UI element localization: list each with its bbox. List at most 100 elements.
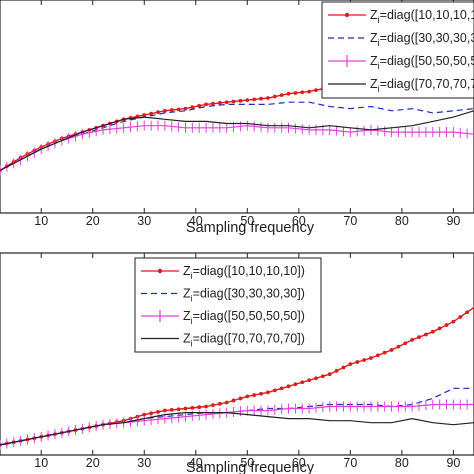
series-point-1: [341, 365, 346, 370]
series-point-1: [142, 113, 147, 117]
legend-label-2: Zi=diag([30,30,30,30]): [183, 287, 305, 304]
series-point-1: [266, 390, 270, 395]
series-point-1: [245, 98, 250, 103]
plot-top: 10 20 30 40 50 60 70 80 90 Sampling frequency Zi…: [0, 0, 474, 236]
series-point-1: [197, 103, 202, 108]
x-tick-label: 10: [34, 214, 48, 228]
x-tick-label: 30: [137, 456, 151, 470]
legend-box: [134, 257, 322, 353]
legend-label-3: Zi=diag([50,50,50,50]): [370, 54, 474, 71]
series-point-1: [375, 353, 380, 358]
series-point-1: [266, 96, 270, 100]
series-point-1: [348, 362, 353, 366]
series-point-1: [197, 405, 202, 410]
series-point-1: [231, 398, 236, 403]
series-point-1: [149, 411, 154, 416]
series-point-1: [410, 337, 415, 342]
series-point-1: [307, 378, 312, 383]
series-point-1: [314, 88, 318, 93]
series-point-1: [389, 348, 394, 352]
series-line-3: [0, 125, 474, 171]
series-point-1: [259, 96, 263, 101]
legend-label-2: Zi=diag([30,30,30,30]): [370, 31, 474, 48]
series-point-1: [286, 384, 291, 389]
plot-top-legend: Zi=diag([10,10,10,10]) Zi=diag([30,30,30,…: [321, 1, 474, 99]
series-point-1: [334, 368, 339, 373]
legend-marker-1: [344, 12, 350, 18]
series-point-1: [424, 332, 428, 337]
series-point-1: [217, 101, 222, 105]
series-point-1: [204, 102, 208, 107]
series-point-1: [327, 372, 332, 377]
series-point-1: [272, 388, 277, 393]
series-point-1: [451, 319, 456, 324]
x-tick-label: 60: [292, 214, 306, 228]
series-point-1: [396, 344, 401, 349]
series-point-1: [204, 404, 208, 409]
legend-label-1: Zi=diag([10,10,10,10]): [370, 8, 474, 25]
plot-bottom: 10 20 30 40 50 60 70 80 90 Sampling frequency Zi…: [0, 252, 474, 474]
x-tick-label: 70: [343, 214, 357, 228]
legend-label-3: Zi=diag([50,50,50,50]): [183, 309, 305, 326]
series-point-1: [279, 386, 284, 391]
series-point-1: [252, 97, 257, 102]
series-point-1: [169, 108, 174, 112]
series-point-1: [224, 100, 229, 105]
series-point-1: [300, 90, 305, 95]
plot-bottom-series: [0, 306, 474, 450]
x-tick-label: 80: [395, 456, 409, 470]
series-point-1: [238, 98, 243, 103]
series-point-1: [314, 376, 318, 381]
x-tick-label: 50: [240, 456, 254, 470]
legend-label-4: Zi=diag([70,70,70,70]): [370, 77, 474, 94]
series-line-2: [0, 387, 474, 446]
x-tick-label: 10: [34, 456, 48, 470]
series-point-1: [382, 350, 387, 355]
series-point-1: [458, 315, 463, 319]
x-tick-label: 20: [86, 456, 100, 470]
series-point-1: [369, 356, 373, 360]
series-point-1: [252, 393, 257, 397]
series-point-1: [272, 94, 277, 99]
x-tick-label: 20: [86, 214, 100, 228]
plot-top-frame: [0, 0, 474, 214]
series-point-1: [190, 405, 195, 410]
x-tick-label: 90: [446, 456, 460, 470]
series-point-1: [149, 111, 154, 116]
series-point-1: [162, 408, 167, 413]
series-point-1: [245, 394, 250, 399]
series-point-1: [183, 406, 188, 411]
plot-bottom-legend: Zi=diag([10,10,10,10]) Zi=diag([30,30,30,…: [134, 257, 322, 353]
plot-bottom-ticks: 10 20 30 40 50 60 70 80 90: [34, 253, 460, 470]
series-point-1: [307, 89, 312, 94]
series-point-1: [320, 374, 325, 379]
series-point-1: [224, 400, 229, 405]
series-point-1: [259, 391, 263, 396]
legend-label-4: Zi=diag([70,70,70,70]): [183, 332, 305, 349]
series-point-1: [293, 382, 298, 387]
x-tick-label: 90: [446, 214, 460, 228]
series-point-1: [211, 403, 215, 408]
series-line-4: [0, 412, 474, 446]
series-point-1: [190, 105, 195, 110]
series-point-1: [156, 410, 160, 414]
series-point-1: [211, 101, 215, 106]
series-line-3: [0, 403, 474, 446]
series-point-1: [300, 380, 305, 385]
series-point-1: [183, 106, 188, 111]
series-point-1: [286, 91, 291, 96]
plot-bottom-xlabel: Sampling frequency: [186, 460, 315, 474]
series-point-1: [362, 358, 366, 362]
series-point-1: [176, 107, 181, 112]
legend-label-1: Zi=diag([10,10,10,10]): [183, 264, 305, 281]
series-point-1: [293, 91, 298, 95]
series-point-1: [156, 110, 160, 115]
x-tick-label: 30: [137, 214, 151, 228]
series-line-4: [0, 110, 474, 171]
series-point-1: [444, 323, 449, 327]
series-point-1: [238, 396, 243, 401]
series-point-1: [465, 310, 470, 315]
series-point-1: [355, 360, 360, 364]
series-point-1: [430, 329, 435, 334]
